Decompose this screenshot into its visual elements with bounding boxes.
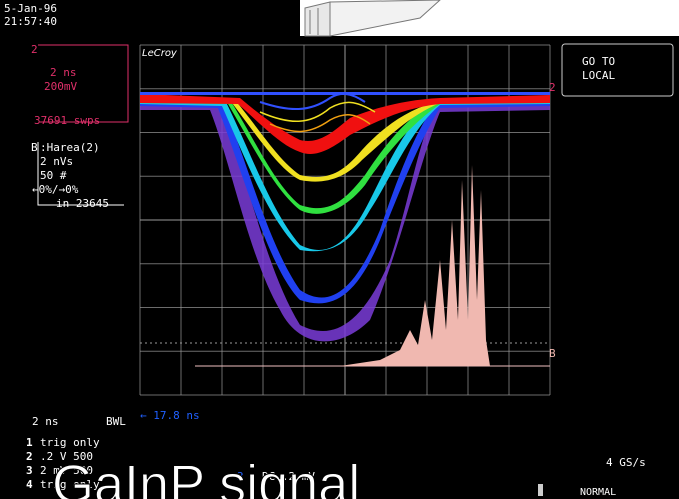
channel-number: 1 <box>26 436 33 449</box>
button-label[interactable]: LOCAL <box>582 69 615 82</box>
histogram-count: 50 # <box>40 169 67 182</box>
histogram-trace <box>195 165 550 367</box>
overlay-caption: GaInP signal <box>52 454 360 499</box>
histogram-box: B :Harea(2) 2 nVs 50 # ←0%/→0% in 23645 <box>31 141 124 210</box>
persistence-waveform <box>140 92 550 342</box>
channel-box: 2 2 ns 200mV 37691 swps <box>31 43 129 127</box>
channel-number: 2 <box>26 450 33 463</box>
channel-number: 3 <box>26 464 33 477</box>
channel-marker: 2 <box>31 43 38 56</box>
coupling-number: 3 <box>237 470 244 483</box>
channel-trace-marker: 2 <box>549 81 556 94</box>
channel-number: 4 <box>26 478 33 491</box>
histogram-range: ←0%/→0% <box>32 183 79 196</box>
histogram-total: in 23645 <box>56 197 109 210</box>
button-frame[interactable] <box>561 43 674 97</box>
time: 21:57:40 <box>4 15 57 28</box>
date: 5-Jan-96 <box>4 2 57 15</box>
timebase: 2 ns <box>50 66 77 79</box>
coupling-text: DC .2 mV <box>262 470 315 483</box>
box-sketch <box>304 0 441 37</box>
histogram-marker: B <box>31 141 38 154</box>
footer-delay: ← 17.8 ns <box>140 409 200 422</box>
histogram-function: :Harea(2) <box>40 141 100 154</box>
mode: NORMAL <box>580 487 616 498</box>
mode-indicator <box>538 484 543 496</box>
channel-text: trig only <box>40 478 100 491</box>
histogram-units: 2 nVs <box>40 155 73 168</box>
brand: LeCroy <box>142 48 178 59</box>
channel-list: 1 trig only 2 .2 V 500 3 2 mV 500 4 trig only <box>26 436 100 491</box>
go-to-local-button[interactable]: GO TO LOCAL <box>561 43 674 97</box>
channel-text: 2 mV 500 <box>40 464 93 477</box>
channel-text: .2 V 500 <box>40 450 93 463</box>
footer-timebase: 2 ns <box>32 415 59 428</box>
footer-bwl: BWL <box>106 415 126 428</box>
button-label[interactable]: GO TO <box>582 55 615 68</box>
channel-text: trig only <box>40 436 100 449</box>
sample-rate: 4 GS/s <box>606 456 646 469</box>
volts: 200mV <box>44 80 77 93</box>
sweeps: 37691 swps <box>34 114 100 127</box>
histogram-trace-marker: B <box>549 347 556 360</box>
